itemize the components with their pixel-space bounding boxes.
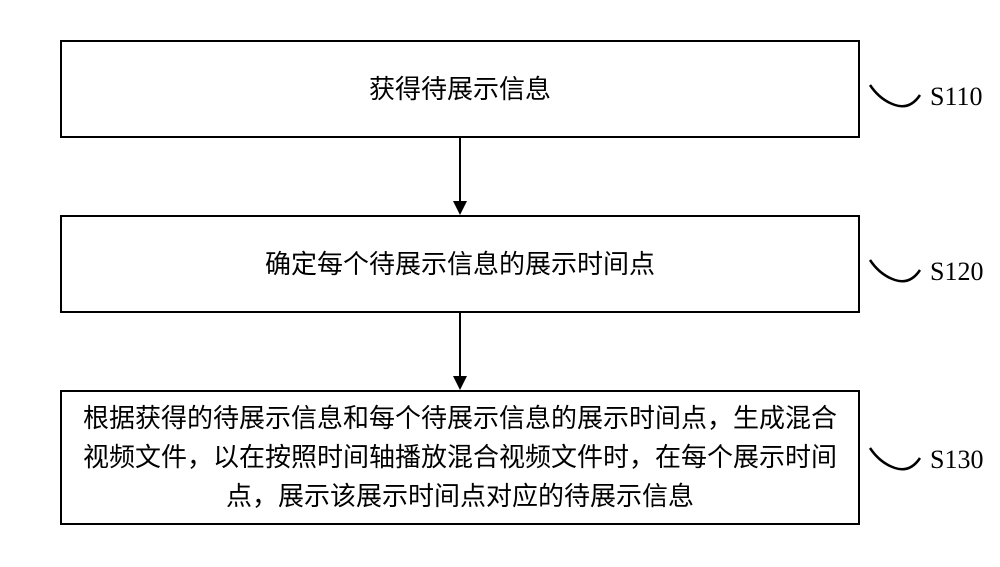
curve-1 xyxy=(870,85,930,125)
step-label-2: S120 xyxy=(930,257,983,287)
flow-step-1-text: 获得待展示信息 xyxy=(359,70,561,109)
flow-step-3: 根据获得的待展示信息和每个待展示信息的展示时间点，生成混合视频文件，以在按照时间… xyxy=(60,390,860,525)
curve-3 xyxy=(870,448,930,488)
flow-step-3-text: 根据获得的待展示信息和每个待展示信息的展示时间点，生成混合视频文件，以在按照时间… xyxy=(62,399,858,516)
flow-step-1: 获得待展示信息 xyxy=(60,40,860,138)
arrow-1-2 xyxy=(450,138,470,218)
step-label-3: S130 xyxy=(930,445,983,475)
curve-2 xyxy=(870,260,930,300)
step-label-1: S110 xyxy=(930,82,983,112)
flow-step-2: 确定每个待展示信息的展示时间点 xyxy=(60,215,860,313)
arrow-2-3 xyxy=(450,313,470,393)
flow-step-2-text: 确定每个待展示信息的展示时间点 xyxy=(255,245,665,284)
